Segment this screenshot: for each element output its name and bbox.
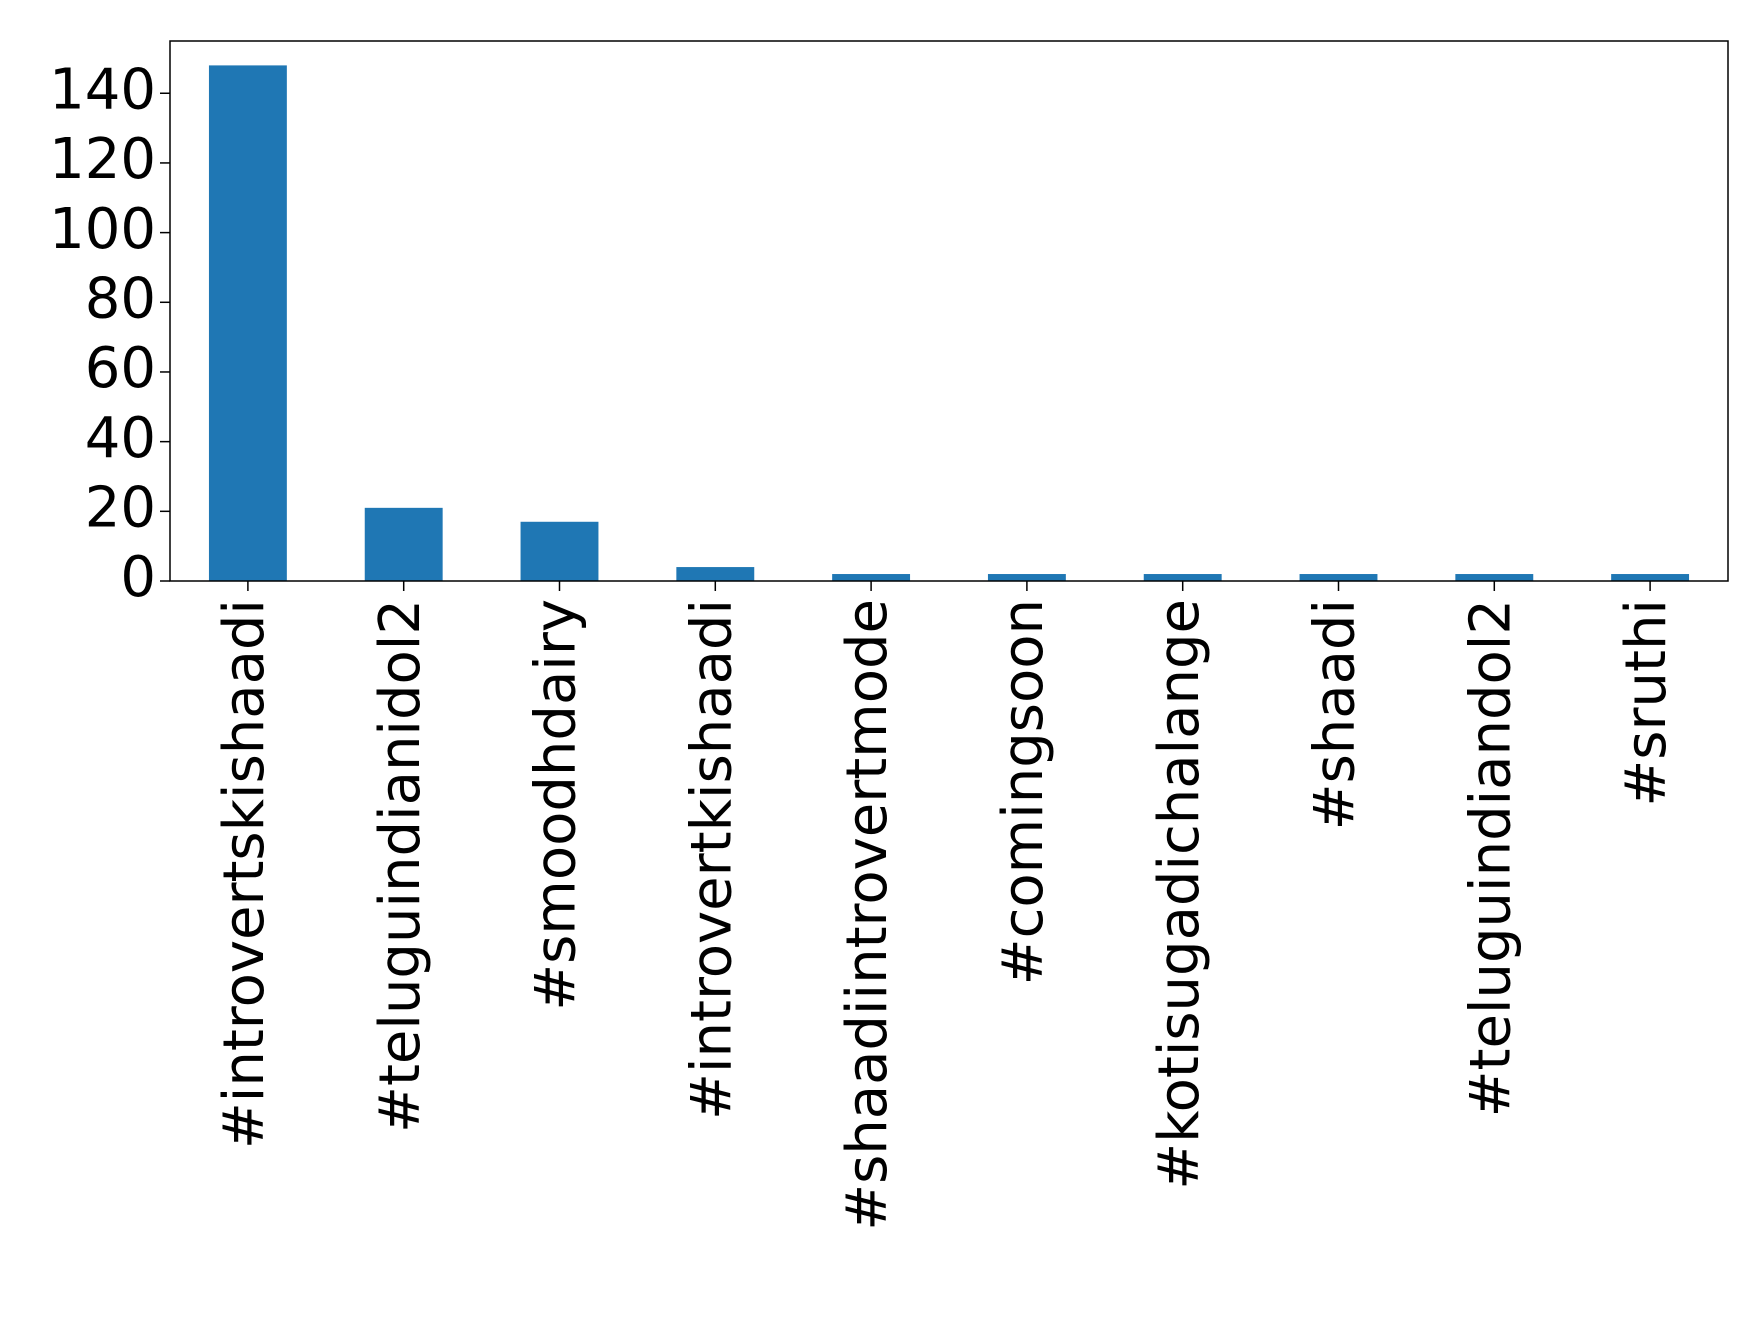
bar (676, 567, 755, 581)
y-tick-label: 120 (49, 127, 156, 192)
bar (520, 521, 599, 581)
y-tick-label: 80 (85, 266, 156, 331)
bar (1455, 574, 1534, 581)
x-tick-label: #smoodhdairy (524, 599, 589, 1011)
y-tick-label: 0 (120, 545, 156, 610)
x-tick-label: #introvertskishaadi (212, 599, 277, 1149)
bar (1143, 574, 1222, 581)
bar (1299, 574, 1378, 581)
x-tick-label: #teluguindiandol2 (1458, 599, 1523, 1117)
bar (832, 574, 911, 581)
x-tick-label: #shaadi (1303, 599, 1368, 830)
y-tick-label: 140 (49, 57, 156, 122)
x-tick-label: #shaadiintrovertmode (835, 599, 900, 1231)
x-tick-label: #introvertkishaadi (679, 599, 744, 1120)
bar (364, 507, 443, 581)
bar (987, 574, 1066, 581)
x-tick-label: #sruthi (1614, 599, 1679, 807)
plot-frame (169, 40, 1729, 582)
y-tick-label: 100 (49, 197, 156, 262)
x-tick-label: #comingsoon (991, 599, 1056, 985)
x-tick-label: #kotisugadichalange (1147, 599, 1212, 1190)
y-tick-label: 20 (85, 475, 156, 540)
bar (208, 65, 287, 582)
y-tick-label: 60 (85, 336, 156, 401)
bar (1611, 574, 1690, 581)
x-tick-label: #teluguindianidol2 (368, 599, 433, 1133)
y-tick-label: 40 (85, 406, 156, 471)
